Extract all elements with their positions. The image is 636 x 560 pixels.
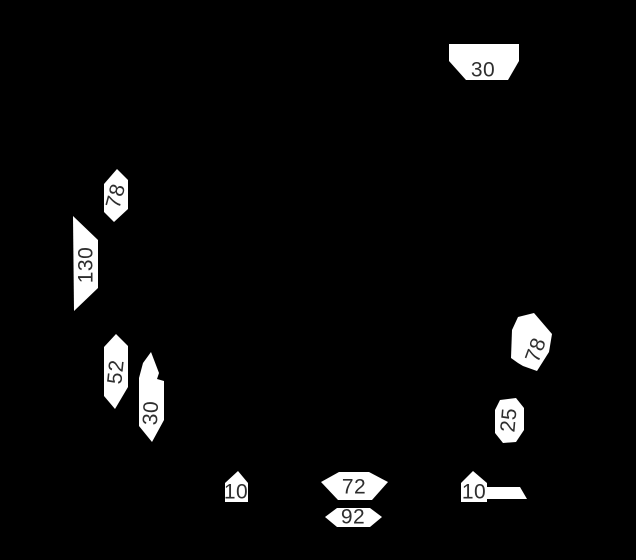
contour-label-text: 72: [341, 475, 367, 499]
contour-label-text: 130: [74, 246, 98, 284]
contour-label-halo: [325, 508, 382, 527]
contour-label-text: 92: [340, 505, 366, 529]
contour-label-text: 10: [461, 480, 487, 504]
contour-label-text: 52: [103, 358, 129, 386]
contour-label-halo: [139, 352, 164, 442]
contour-label-text: 30: [470, 58, 496, 82]
contour-label-halo: [225, 471, 248, 502]
contour-label-halo: [495, 398, 524, 443]
contour-label-halo: [104, 334, 128, 409]
contour-label-halo: [321, 472, 388, 500]
contour-label-halo: [511, 313, 552, 371]
contour-label-halo: [461, 471, 527, 502]
contour-label-halo: [104, 169, 128, 222]
contour-label-text: 25: [496, 406, 522, 434]
contour-label-halo: [73, 216, 98, 311]
contour-label-text: 78: [521, 334, 551, 366]
contour-label-text: 10: [223, 480, 249, 504]
contour-label-text: 30: [138, 400, 164, 426]
contour-label-text: 78: [101, 181, 131, 211]
contour-label-halo: [449, 44, 519, 80]
